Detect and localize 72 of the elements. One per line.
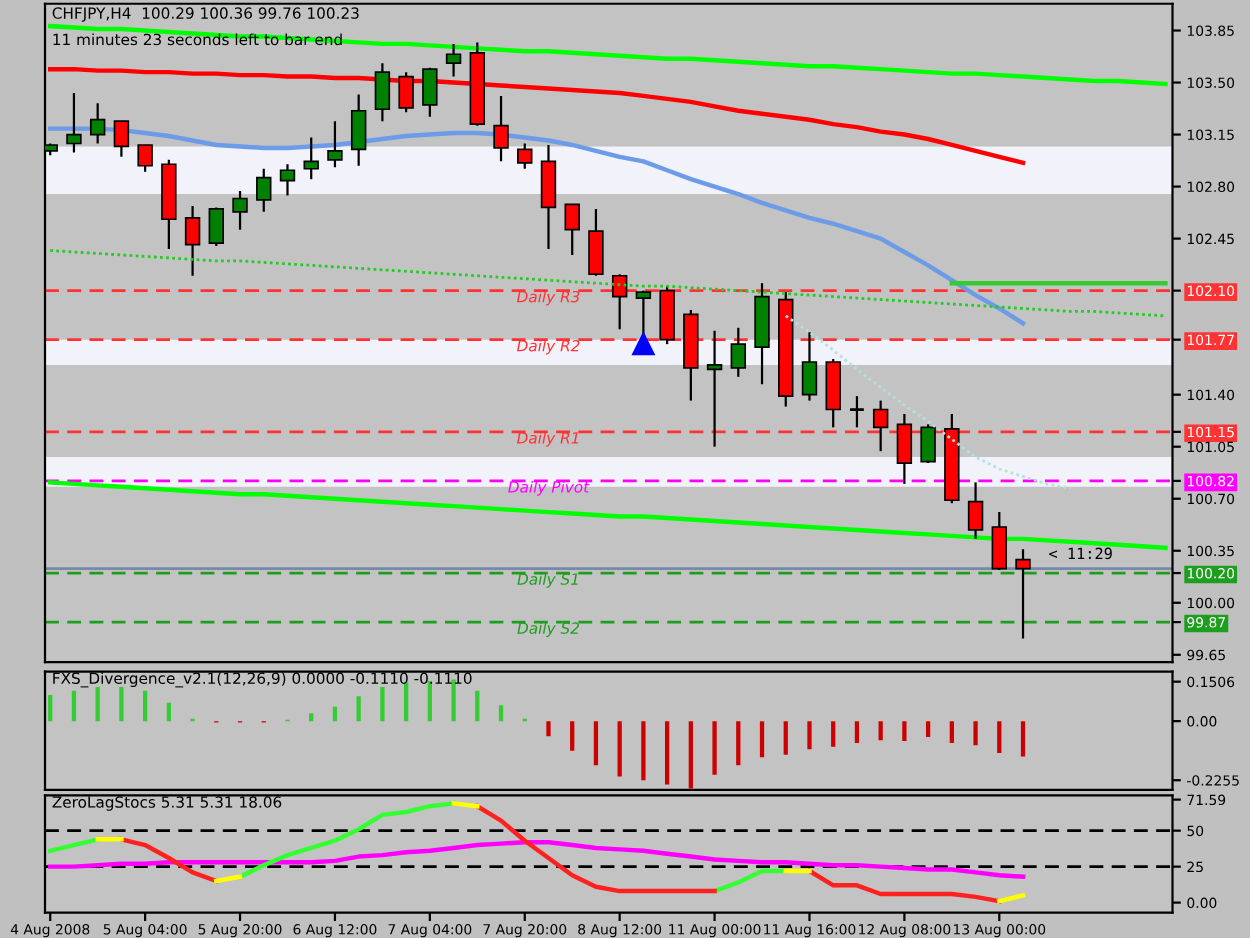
candlestick — [730, 326, 747, 378]
bar — [688, 721, 693, 789]
bar — [807, 721, 812, 750]
bar — [925, 721, 931, 738]
candlestick — [279, 163, 296, 197]
bar — [119, 687, 124, 722]
bar — [854, 721, 860, 743]
candlestick — [517, 142, 533, 170]
bar — [332, 706, 338, 722]
bar — [356, 696, 361, 722]
bar — [309, 713, 314, 722]
candlestick — [706, 329, 723, 448]
candlestick — [232, 189, 248, 231]
candlestick — [872, 399, 889, 453]
candlestick — [967, 481, 984, 540]
candlestick — [564, 203, 580, 257]
candlestick — [184, 204, 201, 277]
bar — [593, 721, 599, 766]
bar — [48, 694, 53, 722]
bar — [166, 702, 171, 722]
candlestick — [920, 423, 936, 465]
candlestick — [137, 143, 153, 173]
candlestick — [89, 102, 106, 145]
line-series — [48, 23, 1168, 87]
candlestick — [208, 206, 225, 248]
candlestick — [374, 62, 391, 123]
candlestick — [66, 91, 82, 154]
candlestick — [588, 207, 604, 277]
bar — [783, 721, 788, 755]
bar — [878, 721, 883, 741]
candlestick — [113, 120, 130, 158]
candlestick — [327, 120, 343, 169]
candlestick — [350, 93, 367, 167]
bar — [380, 687, 385, 722]
bar — [475, 690, 480, 722]
candlestick — [896, 412, 913, 485]
candlestick — [801, 331, 818, 402]
candlestick — [825, 357, 841, 429]
candlestick — [540, 143, 557, 251]
bar — [570, 721, 575, 751]
line-series — [48, 839, 1026, 879]
candlestick — [991, 510, 1008, 572]
bar — [641, 721, 646, 781]
line-series — [784, 314, 1072, 490]
bar — [759, 721, 765, 758]
bar — [142, 690, 148, 722]
bar — [902, 721, 907, 742]
candlestick — [422, 66, 438, 118]
bar — [403, 682, 409, 722]
candlestick — [303, 136, 319, 181]
bar — [617, 721, 622, 777]
candlestick — [493, 94, 509, 163]
candlestick — [445, 42, 462, 78]
bar — [997, 721, 1002, 754]
candlestick — [1015, 548, 1031, 640]
bar — [736, 721, 741, 766]
candlestick — [256, 167, 272, 213]
bar — [498, 705, 504, 722]
bar — [973, 721, 978, 746]
candlestick — [611, 273, 628, 331]
candlestick — [848, 395, 866, 429]
bar — [427, 681, 432, 722]
line-series — [48, 249, 1167, 318]
bar — [664, 721, 670, 785]
bar — [546, 721, 551, 737]
bar — [95, 687, 100, 722]
bar — [949, 721, 954, 743]
bar — [712, 721, 717, 775]
bar — [71, 690, 77, 722]
bar — [831, 721, 836, 747]
bar — [1020, 721, 1026, 757]
candlestick — [398, 71, 414, 114]
